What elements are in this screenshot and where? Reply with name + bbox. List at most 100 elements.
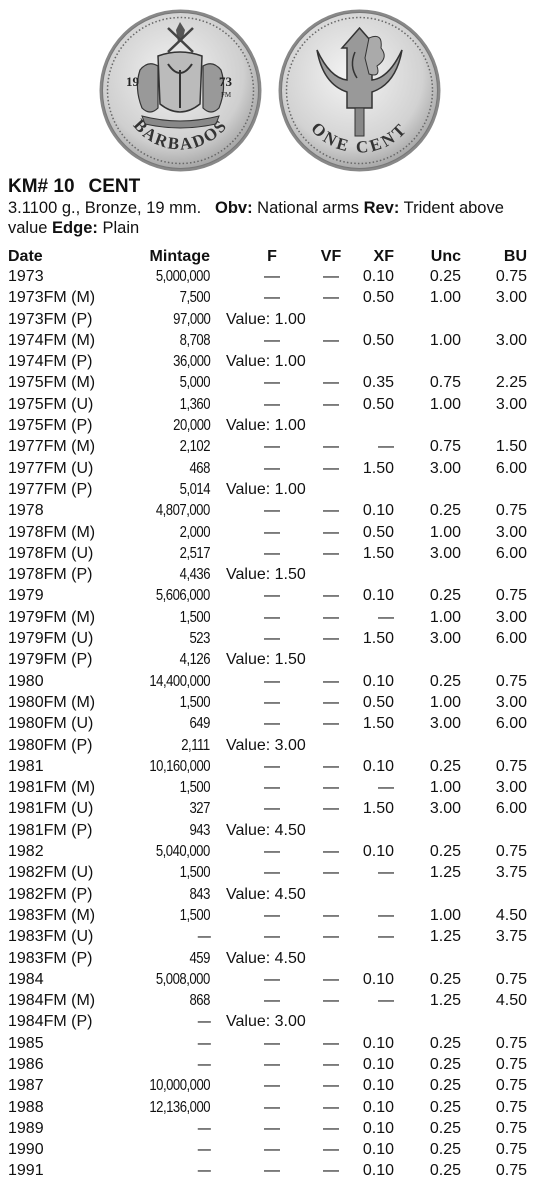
date-cell: 1980FM (M) <box>8 693 96 711</box>
mintage-cell: 14,400,000 <box>149 672 210 690</box>
f-grade-cell: — <box>264 672 280 690</box>
xf-grade-cell: 1.50 <box>362 459 394 477</box>
vf-grade-cell: — <box>323 1055 339 1073</box>
unc-grade-cell: 0.25 <box>429 1141 461 1159</box>
bu-grade-cell: 0.75 <box>495 970 527 988</box>
mintage-price-table: Date Mintage F VF XF Unc BU 1973 5,000,00… <box>8 246 532 1182</box>
date-cell: 1978FM (M) <box>8 523 96 541</box>
bu-grade-cell: 0.75 <box>495 672 527 690</box>
date-cell: 1983FM (M) <box>8 906 96 924</box>
xf-grade-cell: 0.10 <box>362 1098 394 1116</box>
unc-grade-cell: 0.75 <box>429 374 461 392</box>
edge-label: Edge: <box>52 219 98 237</box>
date-cell: 1990 <box>8 1141 44 1159</box>
mintage-cell: 4,436 <box>179 566 211 584</box>
rev-text: Trident above value <box>8 199 504 237</box>
unc-grade-cell: 3.00 <box>429 544 461 562</box>
bu-grade-cell: 3.00 <box>495 608 527 626</box>
unc-grade-cell: 1.00 <box>429 331 461 349</box>
date-cell: 1975FM (P) <box>8 417 93 435</box>
table-row: 1984FM (M) 868 — — — 1.25 4.50 <box>8 990 532 1011</box>
mintage-cell: 1,500 <box>179 864 211 882</box>
table-row: 1980FM (M) 1,500 — — 0.50 1.00 3.00 <box>8 692 532 713</box>
column-header-vf: VF <box>320 248 342 265</box>
date-cell: 1977FM (U) <box>8 459 94 477</box>
xf-grade-cell: 0.10 <box>362 1141 394 1159</box>
unc-grade-cell: 3.00 <box>429 715 461 733</box>
table-row: 1978FM (M) 2,000 — — 0.50 1.00 3.00 <box>8 522 532 543</box>
date-cell: 1980FM (U) <box>8 715 94 733</box>
f-grade-cell: — <box>264 459 280 477</box>
mintage-cell: 2,111 <box>181 736 211 754</box>
bu-grade-cell: 6.00 <box>495 800 527 818</box>
mintage-cell: 2,000 <box>179 523 211 541</box>
value-note-cell: Value: 4.50 <box>226 949 306 967</box>
unc-grade-cell: 0.25 <box>429 1098 461 1116</box>
date-cell: 1977FM (M) <box>8 438 96 456</box>
bu-grade-cell: 3.00 <box>495 693 527 711</box>
date-cell: 1984 <box>8 970 44 988</box>
unc-grade-cell: 0.25 <box>429 843 461 861</box>
date-cell: 1986 <box>8 1055 44 1073</box>
xf-grade-cell: 0.50 <box>362 523 394 541</box>
xf-grade-cell: 0.50 <box>362 395 394 413</box>
table-row: 1985 — — — 0.10 0.25 0.75 <box>8 1033 532 1054</box>
unc-grade-cell: 1.00 <box>429 395 461 413</box>
date-cell: 1980 <box>8 672 44 690</box>
f-grade-cell: — <box>264 1034 280 1052</box>
f-grade-cell: — <box>264 523 280 541</box>
xf-grade-cell: — <box>378 864 394 882</box>
vf-grade-cell: — <box>323 608 339 626</box>
date-cell: 1973FM (P) <box>8 310 93 328</box>
unc-grade-cell: 1.00 <box>429 906 461 924</box>
column-header-bu: BU <box>503 248 527 265</box>
xf-grade-cell: 0.10 <box>362 672 394 690</box>
vf-grade-cell: — <box>323 331 339 349</box>
mintage-cell: 1,360 <box>179 395 211 413</box>
date-cell: 1977FM (P) <box>8 480 93 498</box>
xf-grade-cell: — <box>378 928 394 946</box>
vf-grade-cell: — <box>323 693 339 711</box>
mintage-cell: 36,000 <box>172 353 211 371</box>
unc-grade-cell: 0.25 <box>429 1034 461 1052</box>
bu-grade-cell: 6.00 <box>495 544 527 562</box>
f-grade-cell: — <box>264 757 280 775</box>
table-row: 1990 — — — 0.10 0.25 0.75 <box>8 1139 532 1160</box>
table-row: 1981FM (U) 327 — — 1.50 3.00 6.00 <box>8 798 532 819</box>
vf-grade-cell: — <box>323 843 339 861</box>
vf-grade-cell: — <box>323 757 339 775</box>
table-row: 1979 5,606,000 — — 0.10 0.25 0.75 <box>8 585 532 606</box>
xf-grade-cell: — <box>378 438 394 456</box>
table-row: 1988 12,136,000 — — 0.10 0.25 0.75 <box>8 1097 532 1118</box>
f-grade-cell: — <box>264 715 280 733</box>
bu-grade-cell: 0.75 <box>495 1119 527 1137</box>
table-row: 1984FM (P) — Value: 3.00 <box>8 1011 532 1032</box>
column-header-mintage: Mintage <box>149 248 210 265</box>
f-grade-cell: — <box>264 544 280 562</box>
xf-grade-cell: 1.50 <box>362 800 394 818</box>
bu-grade-cell: 3.00 <box>495 331 527 349</box>
f-grade-cell: — <box>264 800 280 818</box>
date-cell: 1975FM (U) <box>8 395 94 413</box>
table-row: 1975FM (M) 5,000 — — 0.35 0.75 2.25 <box>8 372 532 393</box>
date-cell: 1979FM (P) <box>8 651 93 669</box>
table-row: 1989 — — — 0.10 0.25 0.75 <box>8 1118 532 1139</box>
vf-grade-cell: — <box>323 715 339 733</box>
table-row: 1981FM (M) 1,500 — — — 1.00 3.00 <box>8 777 532 798</box>
vf-grade-cell: — <box>323 374 339 392</box>
rev-label: Rev: <box>363 199 400 217</box>
mintage-cell: 943 <box>189 821 211 839</box>
xf-grade-cell: 0.10 <box>362 970 394 988</box>
xf-grade-cell: 0.10 <box>362 757 394 775</box>
table-row: 1980FM (U) 649 — — 1.50 3.00 6.00 <box>8 713 532 734</box>
f-grade-cell: — <box>264 864 280 882</box>
bu-grade-cell: 0.75 <box>495 1055 527 1073</box>
value-note-cell: Value: 1.00 <box>226 417 306 435</box>
xf-grade-cell: — <box>378 608 394 626</box>
mintage-cell: 20,000 <box>172 417 211 435</box>
vf-grade-cell: — <box>323 1034 339 1052</box>
bu-grade-cell: 0.75 <box>495 1077 527 1095</box>
f-grade-cell: — <box>264 502 280 520</box>
xf-grade-cell: 0.50 <box>362 331 394 349</box>
f-grade-cell: — <box>264 693 280 711</box>
